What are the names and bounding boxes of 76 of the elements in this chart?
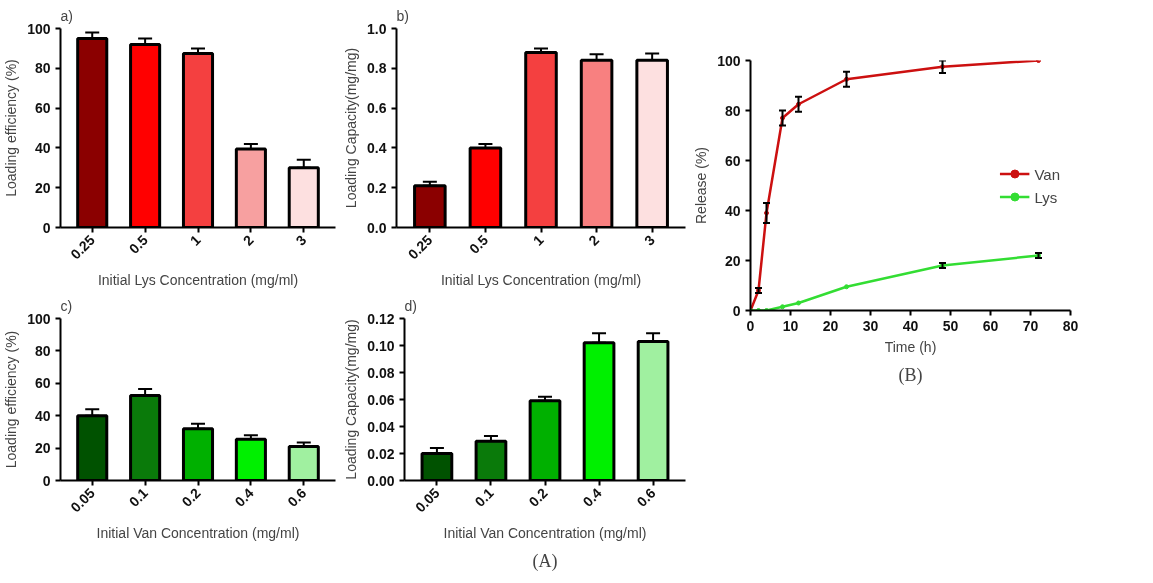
y-tick-label: 0.8 <box>367 60 387 77</box>
y-tick-label: 80 <box>34 60 51 77</box>
y-tick-label: 20 <box>34 440 51 457</box>
y-tick-label: 0.10 <box>367 337 395 354</box>
x-tick-label: 1 <box>186 231 204 249</box>
y-tick-label: 60 <box>34 100 51 117</box>
y-axis-title: Loading efficiency (%) <box>3 59 20 197</box>
y-tick-label: 0 <box>732 302 741 319</box>
y-tick-label: 0.04 <box>367 418 395 435</box>
y-tick-label: 0 <box>42 472 51 489</box>
y-tick-label: 40 <box>724 202 741 219</box>
y-axis-title: Loading Capacity(mg/mg) <box>343 319 360 480</box>
y-tick-label: 60 <box>724 152 741 169</box>
x-tick-label: 60 <box>982 317 999 334</box>
x-tick-label: 0.1 <box>125 484 151 510</box>
point <box>796 300 801 306</box>
y-tick-label: 0.0 <box>367 219 387 236</box>
y-tick-label: 40 <box>34 407 51 424</box>
y-tick-label: 100 <box>27 310 51 327</box>
y-tick-label: 60 <box>34 375 51 392</box>
y-tick-label: 20 <box>34 179 51 196</box>
point <box>844 284 849 290</box>
y-tick-label: 0 <box>42 219 51 236</box>
x-axis-title: Initial Van Concentration (mg/ml) <box>96 524 300 541</box>
x-tick-label: 50 <box>942 317 959 334</box>
x-tick-label: 0.5 <box>125 231 151 257</box>
y-tick-label: 0.08 <box>367 364 395 381</box>
y-tick-label: 0.2 <box>367 179 387 196</box>
x-tick-label: 40 <box>902 317 919 334</box>
x-axis-title: Initial Lys Concentration (mg/ml) <box>97 271 299 288</box>
x-axis-title: Initial Van Concentration (mg/ml) <box>443 524 647 541</box>
y-tick-label: 0.02 <box>367 445 395 462</box>
y-axis-title: Loading efficiency (%) <box>3 330 20 469</box>
y-tick-label: 80 <box>34 342 51 359</box>
x-tick-label: 0.4 <box>579 484 605 510</box>
x-tick-label: 2 <box>585 231 603 249</box>
y-tick-label: 0.00 <box>367 472 395 489</box>
x-tick-label: 0.6 <box>633 484 659 510</box>
chart-title: d) <box>404 297 417 314</box>
y-tick-label: 40 <box>34 139 51 156</box>
y-tick-label: 100 <box>717 52 741 69</box>
point <box>780 304 785 310</box>
x-tick-label: 2 <box>239 231 257 249</box>
x-tick-label: 3 <box>292 231 310 249</box>
y-tick-label: 0.6 <box>367 100 387 117</box>
x-tick-label: 0.6 <box>284 484 310 510</box>
x-tick-label: 0 <box>746 317 755 334</box>
y-tick-label: 0.06 <box>367 391 395 408</box>
y-tick-label: 1.0 <box>367 20 387 37</box>
y-axis-title: Release (%) <box>693 146 710 225</box>
x-tick-label: 3 <box>640 231 658 249</box>
x-tick-label: 0.4 <box>231 484 257 510</box>
x-tick-label: 20 <box>822 317 839 334</box>
chart-title: a) <box>60 7 73 24</box>
x-tick-label: 0.2 <box>525 484 551 510</box>
text: (B) <box>898 364 923 386</box>
y-axis-title: Loading Capacity(mg/mg) <box>343 47 360 209</box>
x-axis-title: Initial Lys Concentration (mg/ml) <box>440 271 642 288</box>
chart-title: b) <box>396 7 409 24</box>
x-tick-label: 0.5 <box>466 231 492 257</box>
y-tick-label: 80 <box>724 102 741 119</box>
chart-title: c) <box>60 297 73 314</box>
x-tick-label: 0.1 <box>471 484 497 510</box>
x-tick-label: 10 <box>782 317 799 334</box>
x-axis-title: Time (h) <box>884 338 937 355</box>
legend-label: Van <box>1034 165 1060 182</box>
text: (A) <box>532 550 558 572</box>
y-tick-label: 100 <box>27 20 51 37</box>
y-tick-label: 0.12 <box>367 310 395 327</box>
x-tick-label: 80 <box>1062 317 1079 334</box>
x-tick-label: 70 <box>1022 317 1039 334</box>
x-tick-label: 1 <box>529 231 547 249</box>
x-tick-label: 0.2 <box>178 484 204 510</box>
x-tick-label: 30 <box>862 317 879 334</box>
y-tick-label: 0.4 <box>367 139 387 156</box>
legend-label: Lys <box>1034 188 1058 205</box>
